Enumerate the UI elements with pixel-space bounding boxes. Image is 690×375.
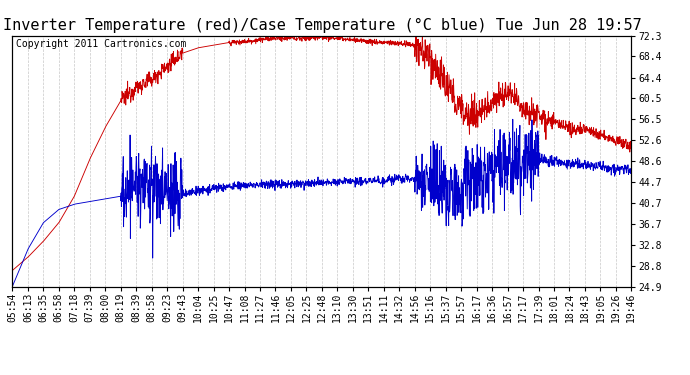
Text: Copyright 2011 Cartronics.com: Copyright 2011 Cartronics.com (15, 39, 186, 50)
Title: Inverter Temperature (red)/Case Temperature (°C blue) Tue Jun 28 19:57: Inverter Temperature (red)/Case Temperat… (3, 18, 641, 33)
